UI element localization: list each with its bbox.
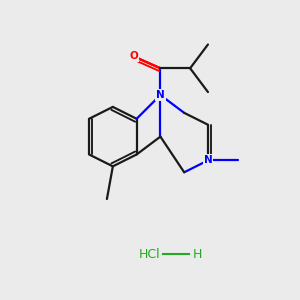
Text: N: N	[204, 155, 212, 165]
Text: H: H	[193, 248, 202, 260]
Text: O: O	[129, 51, 138, 62]
Text: HCl: HCl	[139, 248, 161, 260]
Text: N: N	[156, 90, 165, 100]
